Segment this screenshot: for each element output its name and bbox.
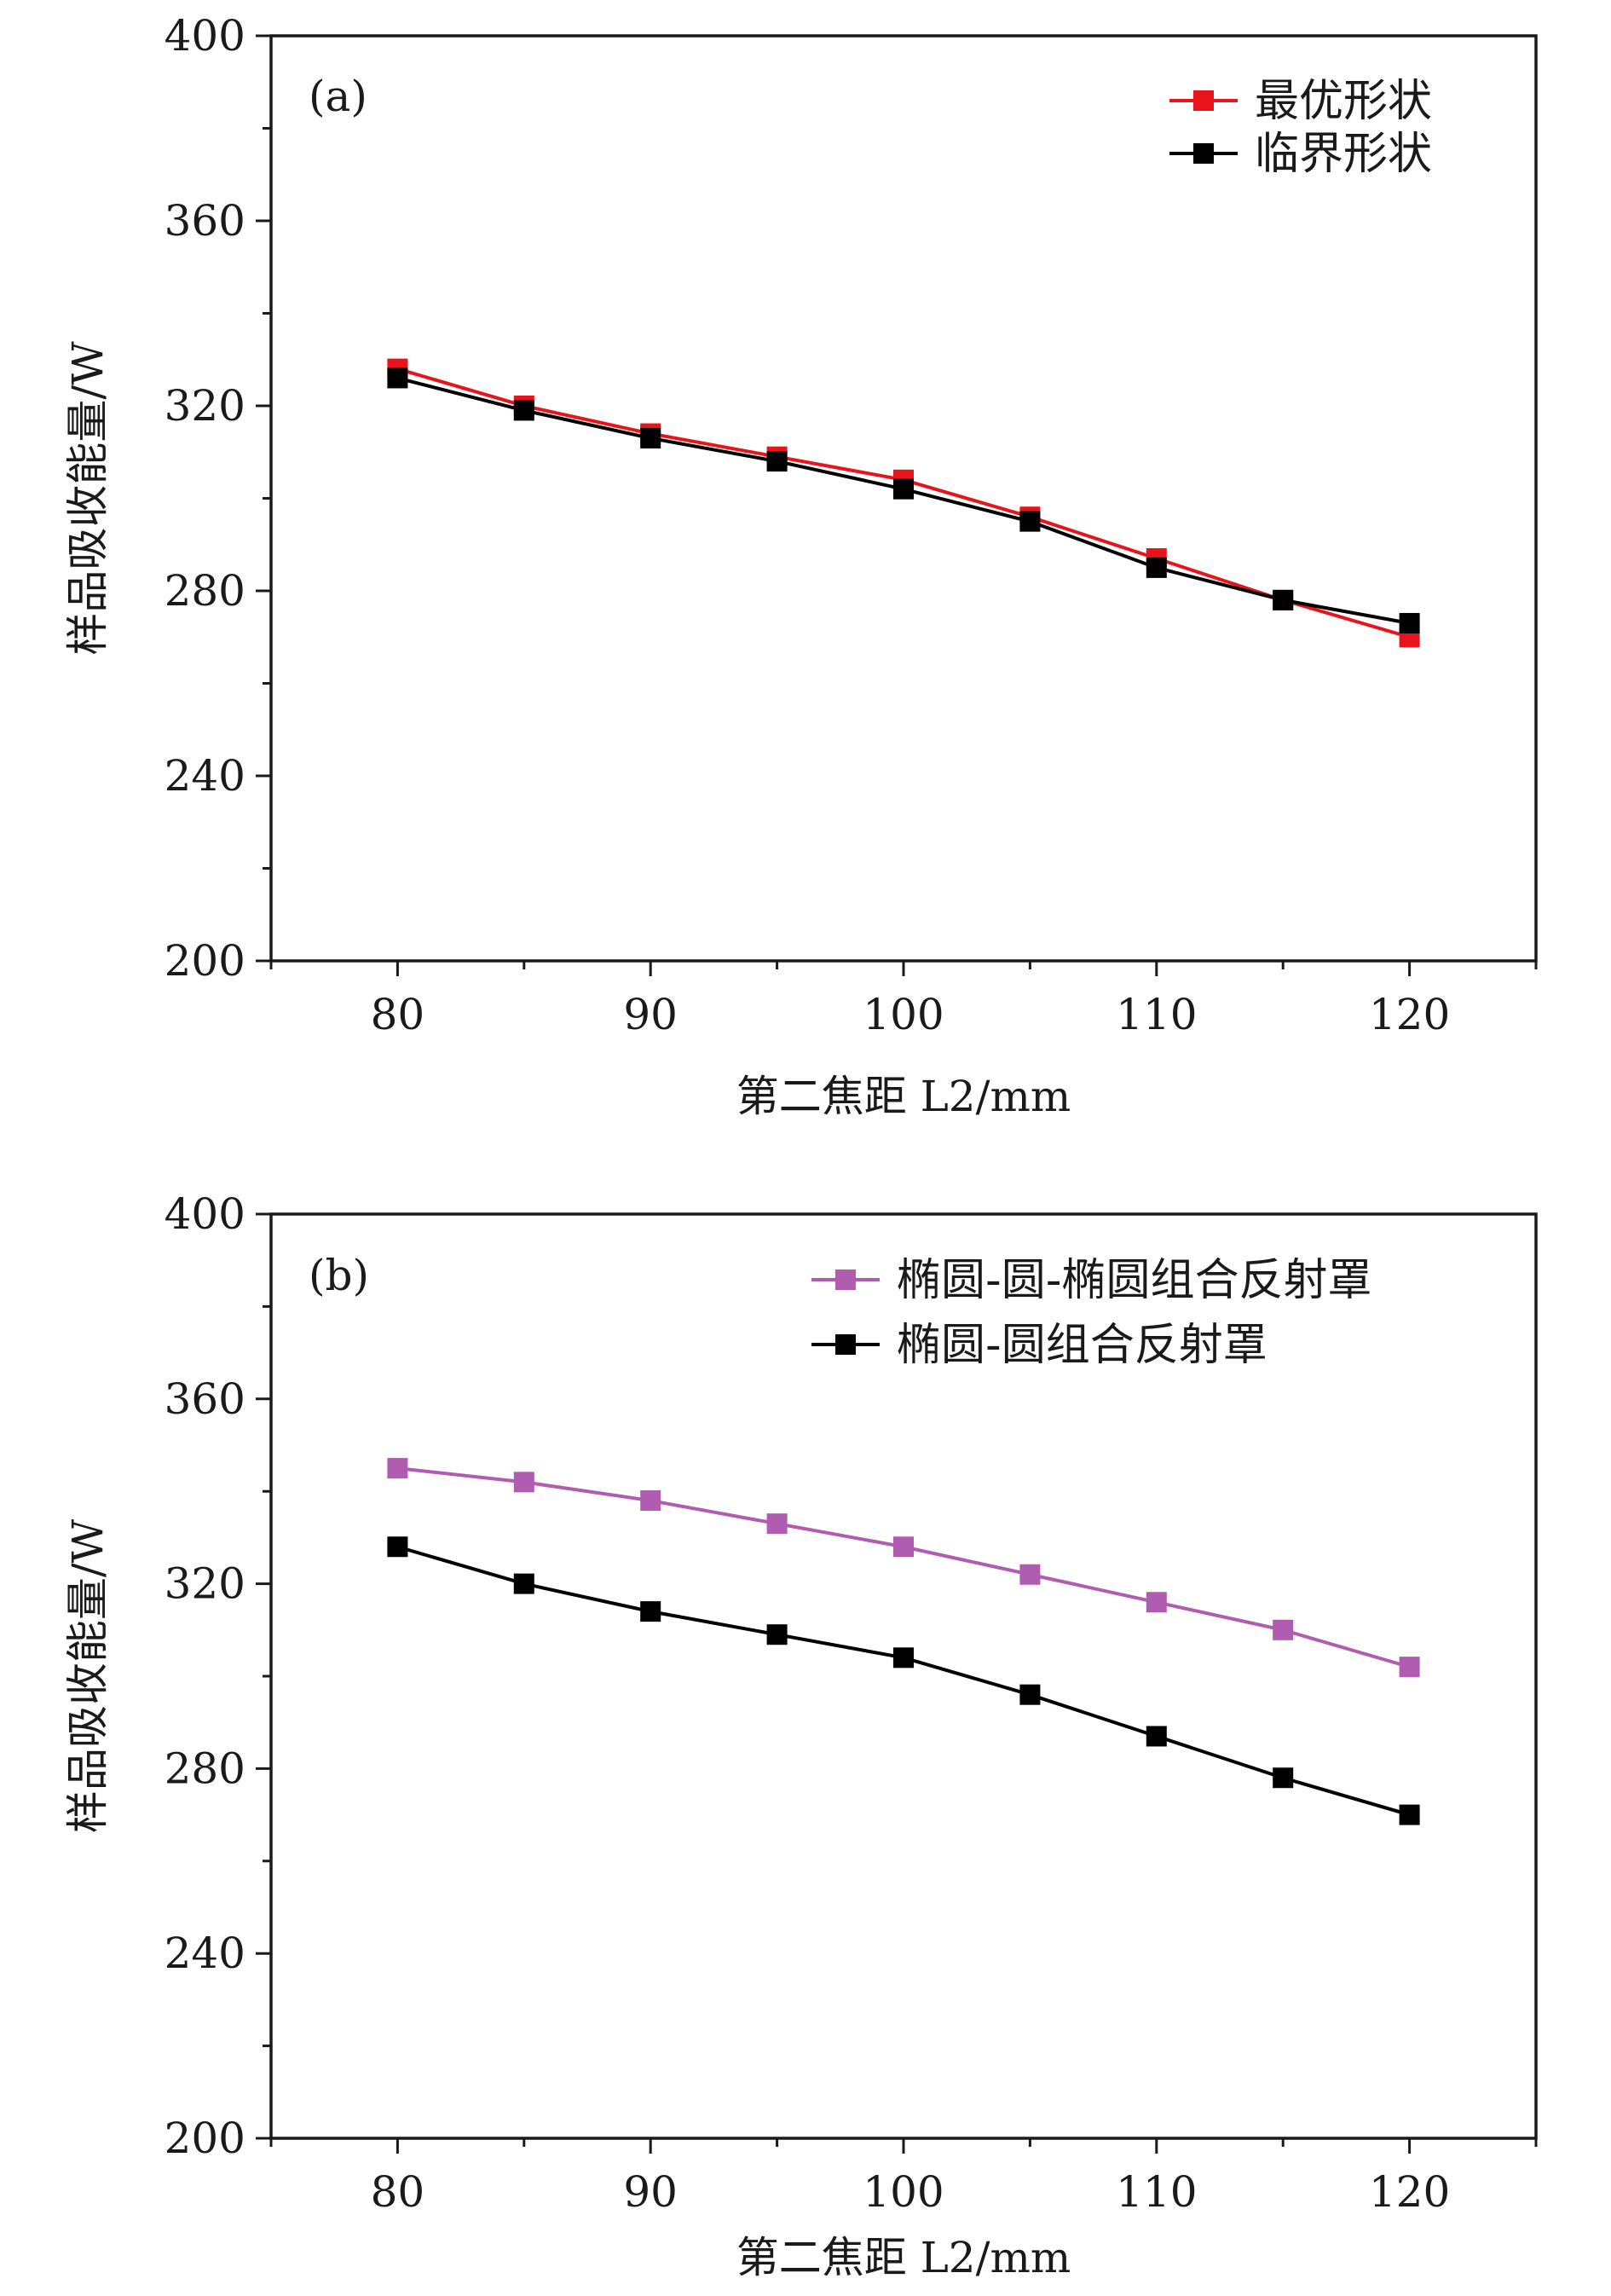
data-point <box>1399 1804 1420 1825</box>
data-point <box>513 1573 534 1594</box>
x-tick-label: 100 <box>863 990 944 1039</box>
y-tick-label: 240 <box>165 751 245 801</box>
data-point <box>640 427 661 448</box>
x-tick-label: 110 <box>1116 2167 1197 2217</box>
series-line-1 <box>396 367 1411 639</box>
y-tick-label: 400 <box>165 11 245 61</box>
data-point <box>893 1536 914 1558</box>
data-point <box>1019 1684 1041 1705</box>
y-tick-label: 280 <box>165 566 245 616</box>
data-point <box>1273 589 1294 610</box>
y-tick-label: 240 <box>165 1929 245 1978</box>
series-line-2 <box>396 1545 1411 1817</box>
legend-label: 椭圆-圆-椭圆组合反射罩 <box>897 1255 1372 1306</box>
data-point <box>1146 1592 1167 1613</box>
x-tick-label: 90 <box>623 990 678 1039</box>
y-tick-label: 200 <box>165 2114 245 2163</box>
y-tick-label: 320 <box>165 381 245 431</box>
data-point <box>893 1647 914 1669</box>
legend-marker <box>835 1334 856 1355</box>
chart-panel-a: 200 240 280 320 360 400 80 90 100 110 120 第二焦距 L2/m… <box>63 11 1538 1121</box>
x-tick-label: 120 <box>1369 2167 1450 2217</box>
y-tick-label: 360 <box>165 196 245 246</box>
x-tick-label: 100 <box>863 2167 944 2217</box>
y-axis-title: 样品吸收能量/W <box>63 1518 113 1833</box>
x-tick-label: 90 <box>623 2167 678 2217</box>
data-point <box>1019 1564 1041 1585</box>
data-point <box>766 1513 788 1535</box>
data-point <box>513 400 534 421</box>
x-axis-title: 第二焦距 L2/mm <box>736 2233 1071 2282</box>
data-point <box>1273 1619 1294 1640</box>
y-tick-label: 360 <box>165 1374 245 1424</box>
data-point <box>1146 557 1167 578</box>
data-point <box>640 1601 661 1622</box>
x-tick-label: 110 <box>1116 990 1197 1039</box>
legend-label: 最优形状 <box>1255 76 1432 127</box>
y-tick-label: 200 <box>165 936 245 986</box>
data-point <box>766 451 788 472</box>
panel-label: (a) <box>309 72 367 121</box>
x-tick-label: 120 <box>1369 990 1450 1039</box>
x-tick-label: 80 <box>371 2167 425 2217</box>
data-point <box>1273 1767 1294 1789</box>
legend-label: 椭圆-圆组合反射罩 <box>897 1320 1267 1371</box>
legend-label: 临界形状 <box>1255 129 1432 180</box>
data-point <box>1019 511 1041 532</box>
data-point <box>1399 1657 1420 1678</box>
data-point <box>513 1472 534 1493</box>
y-tick-label: 400 <box>165 1189 245 1239</box>
series-line-1 <box>397 1466 1411 1669</box>
data-point <box>387 367 408 389</box>
y-tick-label: 280 <box>165 1744 245 1793</box>
data-point <box>766 1624 788 1645</box>
data-point <box>387 1536 408 1558</box>
x-tick-label: 80 <box>371 990 425 1039</box>
y-axis-title: 样品吸收能量/W <box>63 341 113 656</box>
chart-panel-b: 200 240 280 320 360 400 80 90 100 110 120 第二焦距 L2/m… <box>63 1189 1538 2282</box>
data-point <box>1399 612 1420 633</box>
panel-label: (b) <box>309 1251 369 1300</box>
legend-marker <box>835 1269 856 1290</box>
data-point <box>387 1458 408 1479</box>
series-line-2 <box>396 376 1410 625</box>
y-tick-label: 320 <box>165 1559 245 1609</box>
legend-marker <box>1193 143 1214 164</box>
data-point <box>640 1490 661 1512</box>
legend-marker <box>1193 90 1214 111</box>
data-point <box>1146 1726 1167 1747</box>
data-point <box>893 478 914 500</box>
x-axis-title: 第二焦距 L2/mm <box>736 1072 1071 1121</box>
